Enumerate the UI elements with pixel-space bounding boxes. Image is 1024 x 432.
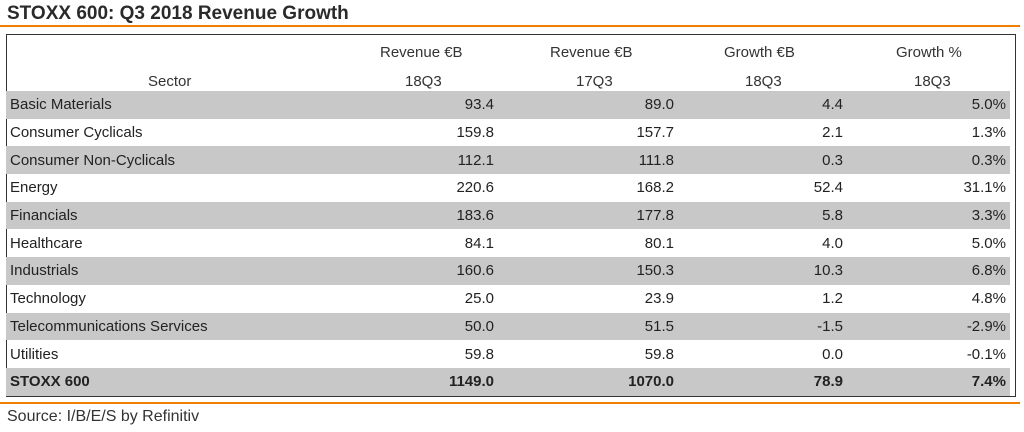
table-row: Consumer Non-Cyclicals 112.1 111.8 0.3 0.3% (6, 146, 1010, 175)
table-row: Energy 220.6 168.2 52.4 31.1% (6, 174, 1010, 202)
source-note: Source: I/B/E/S by Refinitiv (7, 408, 200, 425)
cell-growth-eur: 0.0 (822, 345, 843, 363)
cell-growth-eur: 2.1 (822, 124, 843, 142)
cell-rev-18q3: 25.0 (464, 290, 494, 308)
cell-sector: Consumer Non-Cyclicals (6, 146, 258, 175)
cell-rev-17q3: 80.1 (644, 234, 674, 252)
cell-growth-eur: 0.3 (674, 146, 843, 175)
cell-rev-18q3: 50.0 (258, 312, 494, 341)
cell-rev-18q3: 159.8 (456, 124, 494, 142)
cell-rev-18q3: 59.8 (464, 345, 494, 363)
cell-sector: Telecommunications Services (6, 312, 258, 341)
table-row: Technology 25.0 23.9 1.2 4.8% (6, 285, 1010, 313)
table-row: Financials 183.6 177.8 5.8 3.3% (6, 201, 1010, 230)
cell-growth-pct: 3.3% (843, 201, 1010, 230)
table-row: Healthcare 84.1 80.1 4.0 5.0% (6, 229, 1010, 257)
header-rev17-line1: Revenue €B (550, 44, 633, 61)
cell-rev-17q3: 51.5 (494, 312, 674, 341)
cell-growth-pct: -0.1% (966, 345, 1006, 363)
cell-growth-eur: 1.2 (822, 290, 843, 308)
cell-rev-17q3: 23.9 (644, 290, 674, 308)
cell-rev-18q3: 112.1 (258, 146, 494, 175)
cell-sector: Healthcare (10, 234, 83, 252)
cell-sector: Technology (10, 290, 86, 308)
cell-rev-17q3: 157.7 (636, 124, 674, 142)
table-body: Basic Materials 93.4 89.0 4.4 5.0% Consumer C… (6, 91, 1010, 396)
cell-growth-pct: 5.0% (843, 91, 1010, 119)
table-row: Utilities 59.8 59.8 0.0 -0.1% (6, 340, 1010, 368)
cell-sector: STOXX 600 (6, 367, 258, 396)
header-sector: Sector (148, 73, 192, 90)
cell-rev-17q3: 177.8 (494, 201, 674, 230)
cell-sector: Utilities (10, 345, 59, 363)
header-rev17-line2: 17Q3 (576, 73, 613, 90)
cell-growth-eur: 4.0 (822, 234, 843, 252)
header-growth-eur-line1: Growth €B (724, 44, 795, 61)
cell-rev-17q3: 150.3 (494, 257, 674, 285)
cell-rev-18q3: 93.4 (258, 91, 494, 119)
title-rule (0, 25, 1020, 27)
cell-rev-17q3: 168.2 (636, 179, 674, 197)
cell-growth-pct: 4.8% (971, 290, 1006, 308)
cell-sector: Financials (6, 201, 258, 230)
cell-sector: Energy (10, 179, 58, 197)
cell-growth-eur: 10.3 (674, 257, 843, 285)
cell-sector: Consumer Cyclicals (10, 124, 143, 142)
cell-sector: Industrials (6, 257, 258, 285)
cell-growth-pct: 0.3% (843, 146, 1010, 175)
cell-rev-17q3: 59.8 (644, 345, 674, 363)
cell-rev-18q3: 183.6 (258, 201, 494, 230)
total-row: STOXX 600 1149.0 1070.0 78.9 7.4% (6, 367, 1010, 396)
header-growth-eur-line2: 18Q3 (745, 73, 782, 90)
header-growth-pct-line2: 18Q3 (914, 73, 951, 90)
cell-growth-pct: 1.3% (971, 124, 1006, 142)
table-row: Telecommunications Services 50.0 51.5 -1.5-… (6, 312, 1010, 341)
cell-growth-eur: 4.4 (674, 91, 843, 119)
cell-growth-eur: 78.9 (674, 367, 843, 396)
cell-rev-18q3: 160.6 (258, 257, 494, 285)
cell-rev-17q3: 1070.0 (494, 367, 674, 396)
cell-rev-18q3: 1149.0 (258, 367, 494, 396)
cell-rev-17q3: 89.0 (494, 91, 674, 119)
table-row: Basic Materials 93.4 89.0 4.4 5.0% (6, 91, 1010, 119)
header-rev18-line2: 18Q3 (405, 73, 442, 90)
cell-rev-17q3: 111.8 (494, 146, 674, 175)
cell-growth-eur: 52.4 (813, 179, 843, 197)
cell-growth-pct: 31.1% (963, 179, 1006, 197)
cell-sector: Basic Materials (6, 91, 258, 119)
chart-title: STOXX 600: Q3 2018 Revenue Growth (7, 3, 349, 24)
cell-growth-eur: -1.5 (674, 312, 843, 341)
header-rev18-line1: Revenue €B (380, 44, 463, 61)
table-row: Industrials 160.6 150.3 10.3 6.8% (6, 257, 1010, 285)
cell-rev-18q3: 220.6 (456, 179, 494, 197)
cell-growth-pct: -2.9% (843, 312, 1010, 341)
header-growth-pct-line1: Growth % (896, 44, 962, 61)
table-row: Consumer Cyclicals 159.8 157.7 2.1 1.3% (6, 119, 1010, 147)
revenue-table: Basic Materials 93.4 89.0 4.4 5.0% Consumer C… (6, 91, 1010, 396)
cell-growth-pct: 6.8% (843, 257, 1010, 285)
cell-growth-eur: 5.8 (674, 201, 843, 230)
cell-growth-pct: 5.0% (971, 234, 1006, 252)
cell-rev-18q3: 84.1 (464, 234, 494, 252)
cell-growth-pct: 7.4% (843, 367, 1010, 396)
footer-rule (0, 402, 1020, 404)
